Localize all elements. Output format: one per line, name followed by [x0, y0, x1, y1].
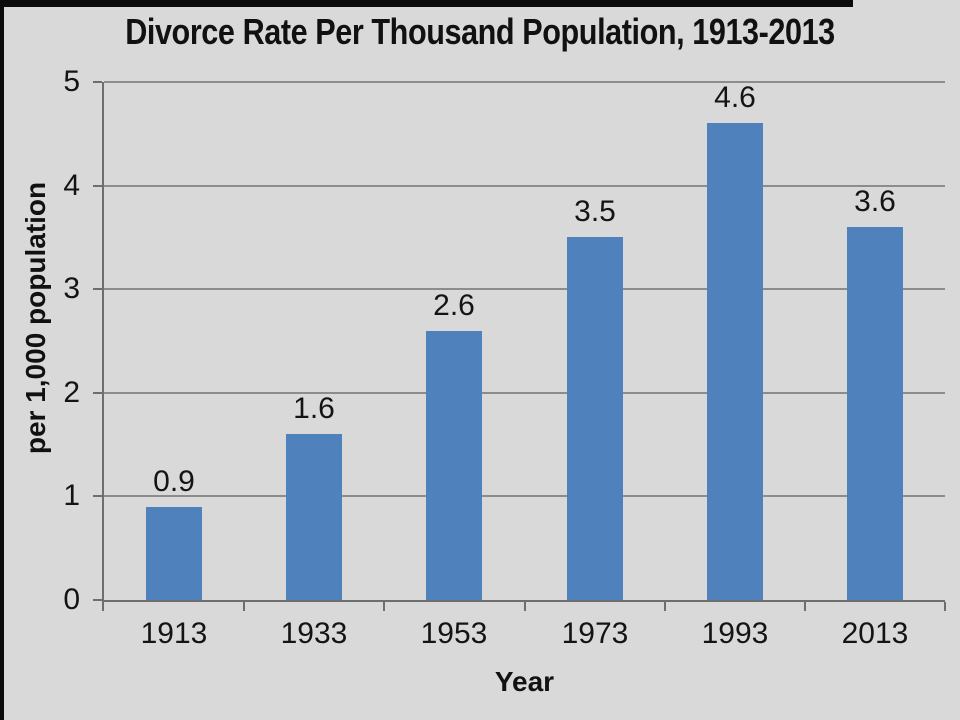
gridline — [104, 495, 945, 498]
x-tick — [944, 602, 946, 611]
y-axis-title: per 1,000 population — [20, 181, 51, 455]
bar-value-label: 2.6 — [433, 289, 475, 322]
x-tick-label: 1913 — [140, 617, 208, 650]
y-axis-line — [102, 82, 104, 600]
bar — [426, 331, 482, 600]
plot-area: 0.9 1.6 2.6 3.5 4.6 3.6 — [93, 81, 946, 611]
x-tick — [524, 602, 526, 611]
x-tick-label: 1993 — [701, 617, 769, 650]
left-border-strip — [0, 0, 4, 720]
y-tick — [93, 184, 102, 187]
bar-value-label: 4.6 — [714, 81, 756, 114]
chart-title: Divorce Rate Per Thousand Population, 19… — [125, 11, 835, 52]
x-tick — [804, 602, 806, 611]
y-tick — [93, 288, 102, 291]
y-tick — [93, 495, 102, 498]
gridline — [104, 391, 945, 394]
y-tick — [93, 391, 102, 394]
bar-value-label: 1.6 — [293, 392, 335, 425]
bar — [847, 227, 903, 600]
x-tick — [383, 602, 385, 611]
y-tick-label: 0 — [63, 583, 80, 616]
bar — [286, 434, 342, 600]
y-tick — [93, 599, 102, 601]
y-tick-label: 4 — [63, 168, 80, 202]
bar-value-label: 0.9 — [153, 465, 195, 498]
x-tick — [243, 602, 245, 611]
gridline — [104, 81, 945, 83]
gridline — [104, 184, 945, 187]
bar — [707, 123, 763, 600]
bar — [146, 507, 202, 600]
bar-value-label: 3.6 — [854, 185, 896, 218]
y-tick-label: 5 — [63, 65, 80, 98]
x-tick — [102, 602, 104, 611]
x-tick — [664, 602, 666, 611]
top-border-strip — [0, 0, 853, 7]
x-tick-label: 1953 — [420, 617, 488, 650]
x-axis-title: Year — [494, 666, 555, 697]
y-tick — [93, 81, 102, 83]
x-tick-label: 2013 — [841, 617, 909, 650]
y-tick-label: 1 — [63, 479, 80, 513]
y-tick-label: 2 — [63, 375, 80, 409]
bar-value-label: 3.5 — [574, 195, 616, 228]
x-tick-label: 1973 — [561, 617, 629, 650]
gridline — [104, 288, 945, 291]
bar — [567, 237, 623, 600]
x-axis-line — [102, 600, 945, 602]
x-tick-label: 1933 — [280, 617, 348, 650]
y-tick-label: 3 — [63, 272, 80, 306]
